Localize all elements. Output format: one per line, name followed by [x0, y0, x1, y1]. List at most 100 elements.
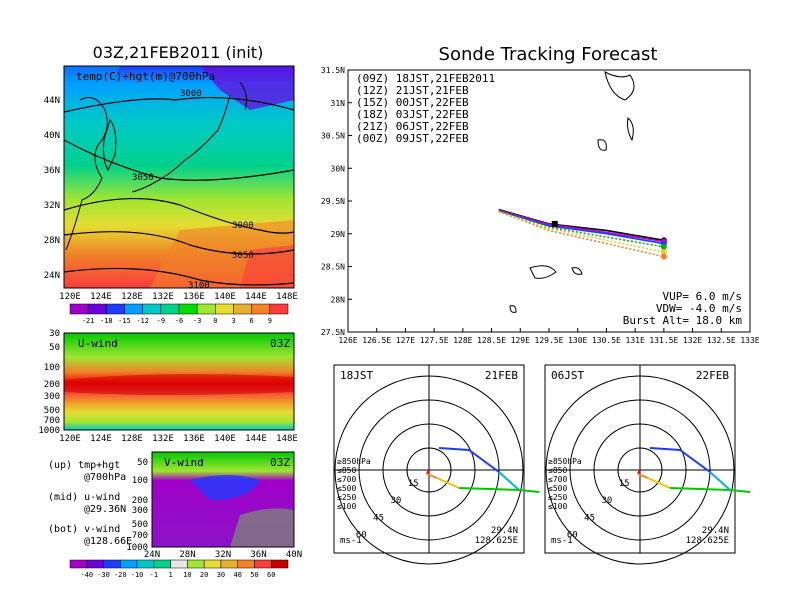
colorbar-swatch	[254, 559, 272, 569]
vwind-label: V-wind	[164, 456, 204, 469]
ring-label: 30	[601, 496, 612, 506]
lon-tick-label: 140E	[214, 292, 236, 302]
lat-tick-label: 31N	[331, 99, 346, 108]
lon-tick-label: 127E	[396, 336, 415, 345]
colorbar-tick-label: 0	[213, 317, 217, 325]
vwind-frame	[151, 451, 295, 548]
colorbar-swatch	[153, 559, 171, 569]
lon-tick-label: 131E	[626, 336, 645, 345]
lon-tick-label: 132E	[152, 434, 174, 444]
hodo-date: 22FEB	[696, 369, 729, 382]
colorbar-swatch	[170, 559, 188, 569]
cold-pool	[200, 66, 294, 110]
colorbar-tick-label: -12	[136, 317, 149, 325]
lat-tick-label: 36N	[250, 550, 266, 560]
hodo-trace	[647, 477, 671, 489]
coastline-korea	[103, 118, 117, 172]
run-legend-entry: (18Z) 03JST,22FEB	[356, 108, 469, 121]
colorbar-swatch	[270, 559, 289, 569]
track-title: Sonde Tracking Forecast	[439, 44, 658, 65]
colorbar-swatch	[160, 303, 180, 315]
colorbar-swatch	[69, 303, 89, 315]
uwind-time: 03Z	[270, 337, 290, 350]
colorbar-swatch	[120, 559, 138, 569]
pressure-tick-label: 700	[44, 416, 60, 426]
colorbar-tick-label: -6	[175, 317, 183, 325]
hot-patch	[240, 245, 294, 288]
note-up-1: (up) tmp+hgt	[48, 460, 120, 471]
pressure-tick-label: 100	[44, 363, 60, 373]
colorbar-swatch	[215, 303, 234, 315]
colorbar-swatch	[251, 303, 271, 315]
colorbar-tick-label: 9	[268, 317, 272, 325]
lat-tick-label: 31.5N	[321, 66, 345, 75]
note-mid-1: (mid) u-wind	[48, 492, 120, 503]
temp-colorbar: -21 -18 -15 -12 -9 -6 -3 0 3 6 9	[69, 303, 289, 325]
colorbar-swatch	[69, 559, 88, 569]
lon-tick-label: 130.5E	[592, 336, 621, 345]
lat-tick-label: 44N	[44, 96, 60, 106]
track-end-point	[660, 243, 667, 250]
vwind-blue-patch	[190, 475, 260, 500]
ring-label: 45	[373, 513, 384, 523]
island	[509, 305, 517, 313]
run-legend-entry: (21Z) 06JST,22FEB	[356, 120, 469, 133]
lon-tick-label: 126.5E	[362, 336, 391, 345]
colorbar-swatch	[220, 559, 238, 569]
lon-tick-label: 130E	[568, 336, 587, 345]
lon-tick-label: 133E	[740, 336, 759, 345]
hodo-lon: 128.625E	[475, 536, 518, 546]
hodo-date: 21FEB	[485, 369, 518, 382]
param-burst: Burst Alt= 18.0 km	[623, 314, 743, 327]
colorbar-tick-label: -18	[100, 317, 113, 325]
hodo-unit: ms-1	[551, 536, 573, 546]
contour-label: 3000	[180, 89, 202, 99]
ring-label: 15	[408, 479, 419, 489]
contour-label: 3100	[188, 281, 210, 291]
pressure-tick-label: 200	[132, 496, 148, 506]
track-marker	[551, 220, 558, 227]
colorbar-swatch	[178, 303, 198, 315]
colorbar-swatch	[142, 303, 162, 315]
lat-axis: 44N 40N 36N 32N 28N 24N	[44, 96, 60, 281]
ring-label: 15	[619, 479, 630, 489]
lon-tick-label: 136E	[183, 434, 205, 444]
hodograph-left: 18JST 21FEB 15 30 45 60 ≥850hPa≤850≤700≤500≤25…	[333, 364, 540, 565]
lon-tick-label: 128E	[121, 292, 143, 302]
level-label: ≤250	[548, 493, 567, 502]
pressure-tick-label: 50	[49, 343, 60, 353]
colorbar-tick-label: -21	[82, 317, 95, 325]
lon-tick-label: 129.5E	[535, 336, 564, 345]
lat-tick-label: 27.5N	[321, 328, 345, 337]
contour-3000-north	[63, 96, 295, 113]
pressure-tick-label: 30	[49, 329, 60, 339]
lon-tick-label: 148E	[276, 434, 298, 444]
contour-label: 3050	[232, 251, 254, 261]
island	[597, 139, 607, 151]
colorbar-tick-label: 50	[250, 571, 258, 579]
param-vup: VUP= 6.0 m/s	[663, 290, 742, 303]
hodo-trace	[709, 471, 731, 491]
hodo-trace	[438, 447, 500, 473]
note-bot-1: (bot) v-wind	[48, 524, 120, 535]
level-label: ≤100	[337, 502, 356, 511]
level-label: ≥850hPa	[548, 457, 582, 466]
lon-tick-label: 120E	[59, 434, 81, 444]
vwind-lat-axis: 24N 28N 32N 36N 40N	[144, 550, 302, 560]
hodo-trace	[498, 471, 520, 491]
colorbar-tick-label: 40	[233, 571, 241, 579]
pressure-tick-label: 500	[44, 406, 60, 416]
ring-label: 60	[356, 531, 367, 541]
colorbar-swatch	[187, 559, 205, 569]
map-label: temp(C)+hgt(m)@700hPa	[76, 70, 215, 83]
lon-tick-label: 136E	[183, 292, 205, 302]
colorbar-swatch	[196, 303, 216, 315]
temp-map-frame	[63, 65, 295, 289]
lon-tick-label: 140E	[214, 434, 236, 444]
track-panel: Sonde Tracking Forecast 31.5N 31N 30.5N 30N…	[321, 44, 760, 345]
pressure-tick-label: 700	[132, 531, 148, 541]
lon-tick-label: 124E	[90, 434, 112, 444]
colorbar-tick-label: -40	[80, 571, 93, 579]
island	[529, 265, 557, 279]
